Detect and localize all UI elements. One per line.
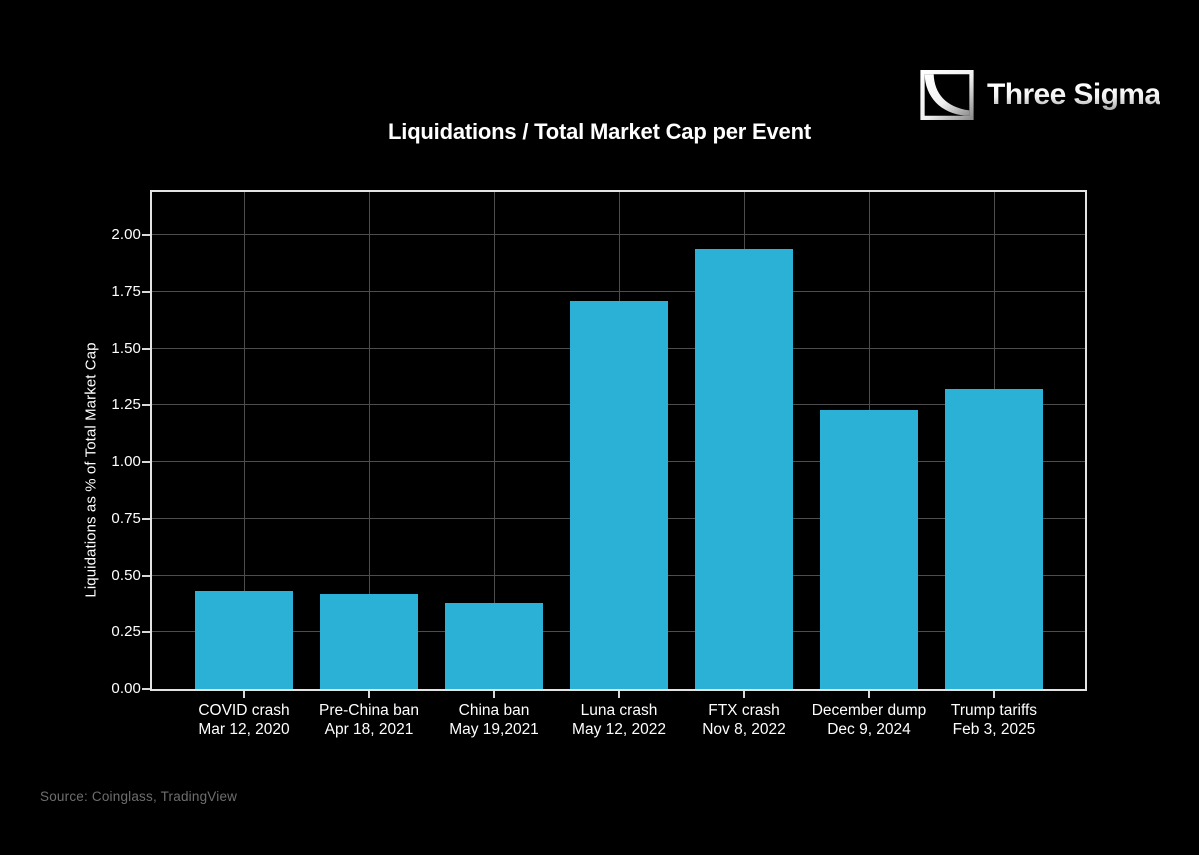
event-name: Pre-China ban (319, 702, 419, 719)
y-tick-label: 1.50 (111, 339, 141, 357)
event-name: FTX crash (708, 702, 780, 719)
three-sigma-decay-curve-icon (920, 70, 974, 120)
y-tick-mark (142, 461, 150, 464)
y-tick-label: 0.25 (111, 623, 141, 641)
y-tick-label: 0.00 (111, 680, 141, 697)
gridline-x (493, 192, 495, 689)
brand-logo: Three Sigma (920, 70, 1161, 120)
y-axis-tick-marks (142, 190, 150, 692)
y-tick-mark (142, 517, 150, 520)
y-tick-mark (142, 290, 150, 293)
y-tick-label: 0.50 (111, 566, 141, 584)
y-tick-label: 1.00 (111, 453, 141, 471)
bar-luna-crash (570, 300, 668, 689)
event-name: China ban (458, 702, 530, 719)
x-tick-mark (368, 691, 370, 698)
source-note: Source: Coinglass, TradingView (40, 789, 238, 804)
event-name: Luna crash (580, 702, 658, 719)
y-axis-tick-labels: 0.00 0.25 0.50 0.75 1.00 1.25 1.50 1.75 2.00 (0, 190, 141, 697)
bar-trump-tariffs (945, 389, 1043, 689)
chart-title: Liquidations / Total Market Cap per Even… (388, 119, 811, 144)
bar-ftx-crash (695, 248, 793, 689)
y-tick-mark (142, 404, 150, 407)
x-tick-mark (618, 691, 620, 698)
event-date: Dec 9, 2024 (827, 720, 911, 738)
event-name: December dump (811, 702, 927, 719)
y-tick-mark (142, 631, 150, 634)
x-tick-label: COVID crash Mar 12, 2020 (169, 702, 319, 739)
y-tick-mark (142, 347, 150, 350)
x-tick-mark (868, 691, 870, 698)
event-date: Apr 18, 2021 (324, 720, 414, 738)
event-name: COVID crash (198, 702, 290, 719)
event-date: May 12, 2022 (572, 720, 666, 738)
x-tick-mark (493, 691, 495, 698)
x-tick-mark (243, 691, 245, 698)
event-date: Mar 12, 2020 (198, 720, 290, 738)
y-tick-mark (142, 234, 150, 237)
bar-pre-china-ban (320, 593, 418, 689)
event-date: May 19,2021 (449, 720, 539, 738)
x-tick-mark (743, 691, 745, 698)
x-tick-label: December dump Dec 9, 2024 (794, 702, 944, 739)
bar-china-ban (445, 602, 543, 689)
x-tick-label: China ban May 19,2021 (419, 702, 569, 739)
x-tick-label: Luna crash May 12, 2022 (544, 702, 694, 739)
x-axis-tick-labels: COVID crash Mar 12, 2020 Pre-China ban Apr … (150, 702, 1087, 746)
y-tick-label: 2.00 (111, 226, 141, 244)
plot-area (150, 190, 1087, 691)
x-axis-tick-marks (150, 691, 1087, 699)
event-date: Feb 3, 2025 (952, 720, 1036, 738)
x-tick-label: Trump tariffs Feb 3, 2025 (919, 702, 1069, 739)
event-name: Trump tariffs (950, 702, 1038, 719)
gridline-x (368, 192, 370, 689)
y-tick-label: 1.75 (111, 282, 141, 300)
gridline-x (243, 192, 245, 689)
y-tick-label: 1.25 (111, 396, 141, 414)
event-date: Nov 8, 2022 (702, 720, 786, 738)
y-tick-label: 0.75 (111, 509, 141, 527)
brand-name: Three Sigma (987, 78, 1161, 111)
x-tick-label: Pre-China ban Apr 18, 2021 (294, 702, 444, 739)
bar-covid-crash (195, 591, 293, 689)
bar-december-dump (820, 409, 918, 689)
y-tick-mark (142, 688, 150, 690)
x-tick-label: FTX crash Nov 8, 2022 (669, 702, 819, 739)
x-tick-mark (993, 691, 995, 698)
y-tick-mark (142, 574, 150, 577)
